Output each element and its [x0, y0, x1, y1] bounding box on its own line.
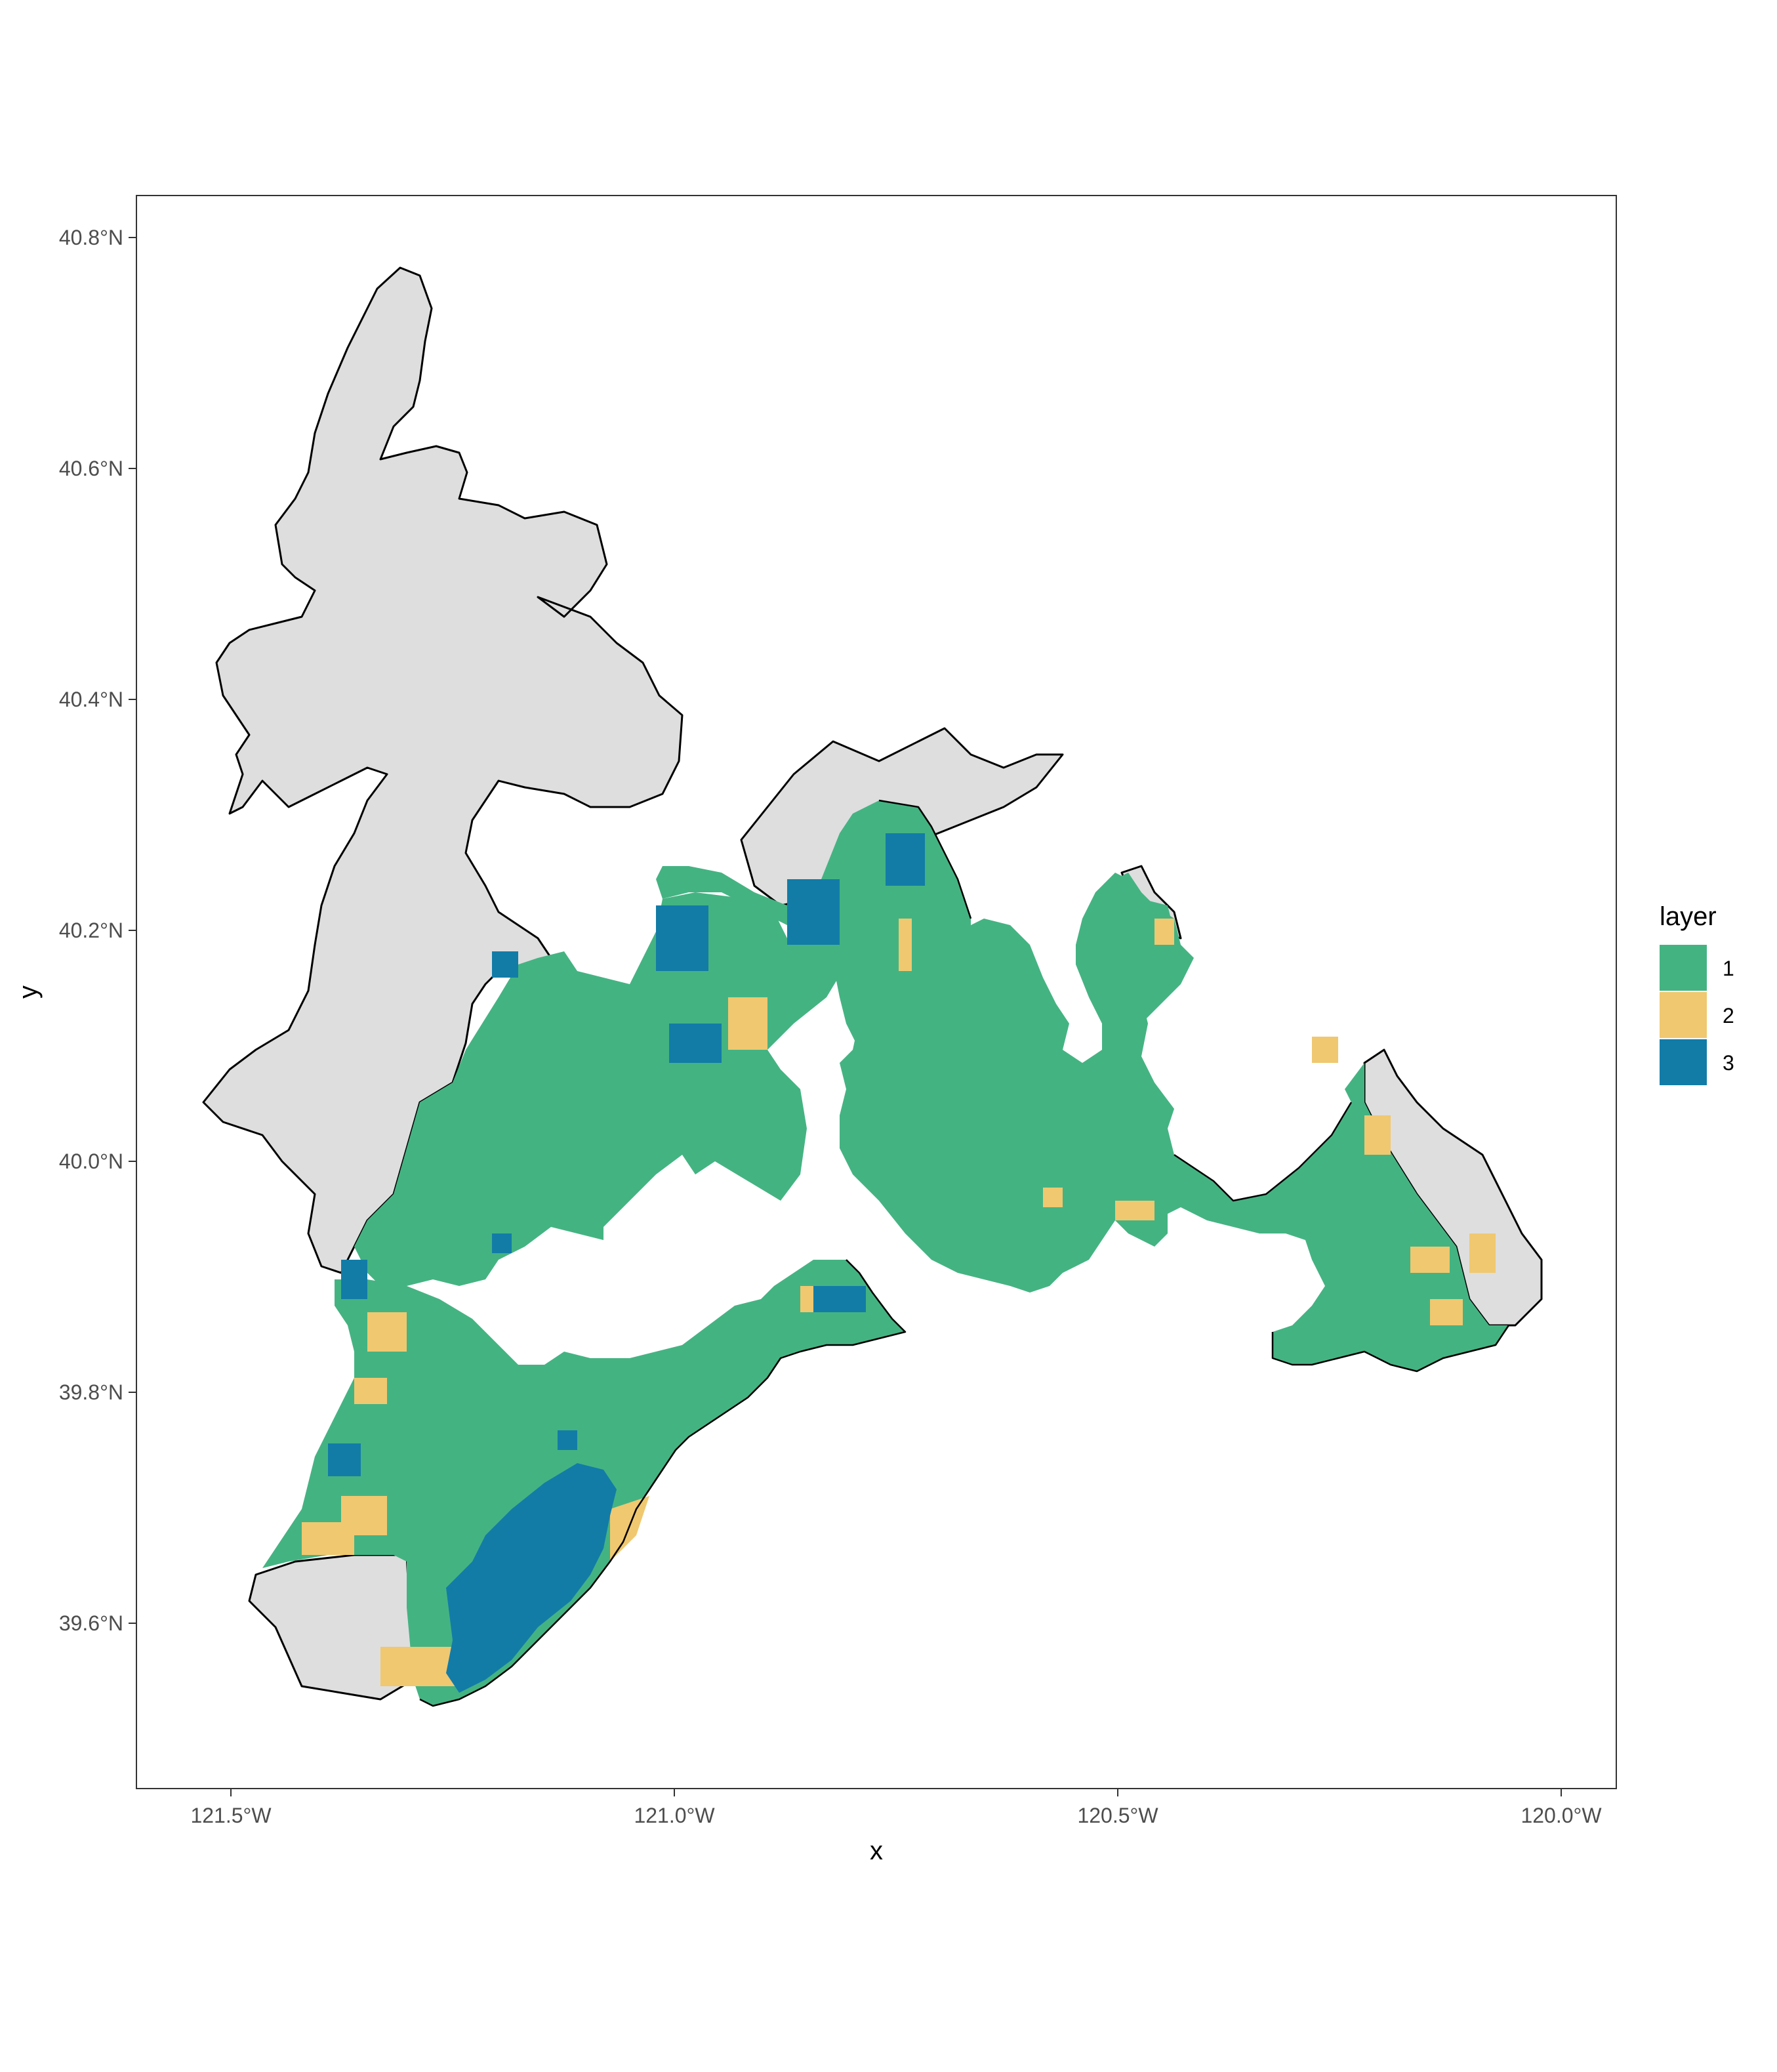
tan-patch — [1115, 1201, 1154, 1220]
blue-patch — [886, 833, 925, 886]
blue-patch — [787, 879, 840, 945]
blue-patch — [669, 1024, 722, 1063]
tan-patch — [380, 1647, 459, 1686]
tan-patch — [367, 1312, 407, 1352]
blue-patch — [492, 1233, 512, 1253]
central-east-green — [840, 873, 1509, 1371]
layer-3-fill — [328, 833, 925, 1693]
x-tick-labels: 121.5°W 121.0°W 120.5°W 120.0°W — [190, 1804, 1602, 1827]
tan-patch — [1043, 1188, 1063, 1207]
tan-patch — [1364, 1115, 1391, 1155]
blue-patch — [328, 1443, 361, 1476]
blue-patch — [813, 1286, 866, 1312]
legend-key-1 — [1660, 945, 1707, 991]
south-outline — [419, 1259, 907, 1707]
tan-patch — [354, 1378, 387, 1404]
y-tick-label: 40.2°N — [59, 919, 123, 942]
legend-label-3: 3 — [1723, 1051, 1734, 1075]
tan-patch — [341, 1496, 387, 1535]
x-tick-label: 120.5°W — [1077, 1804, 1158, 1827]
blue-patch — [492, 951, 518, 978]
map-layer — [202, 266, 1543, 1707]
y-tick-labels: 39.6°N 39.8°N 40.0°N 40.2°N 40.4°N 40.6°… — [59, 226, 123, 1635]
tan-strip — [610, 1496, 649, 1562]
legend-label-2: 2 — [1723, 1004, 1734, 1027]
legend: layer 1 2 3 — [1660, 902, 1734, 1085]
x-tick-label: 120.0°W — [1521, 1804, 1602, 1827]
east-edge-polygon — [1363, 1048, 1543, 1327]
y-tick-label: 40.6°N — [59, 457, 123, 480]
tan-patch — [728, 997, 767, 1050]
north-west-green — [354, 892, 846, 1286]
x-axis-title: x — [870, 1836, 883, 1865]
tan-patch — [1430, 1299, 1463, 1325]
east-outline — [1271, 1325, 1510, 1373]
tan-patch — [1154, 919, 1174, 945]
blue-patch — [558, 1430, 577, 1450]
y-tick-label: 40.4°N — [59, 688, 123, 711]
tan-patch — [899, 919, 912, 971]
ne-lobe-green — [1082, 873, 1194, 1030]
y-axis-title: y — [14, 985, 43, 999]
legend-title: layer — [1660, 902, 1717, 931]
tan-patch — [1312, 1037, 1338, 1063]
legend-key-3 — [1660, 1039, 1707, 1085]
blue-cluster-south — [446, 1463, 617, 1693]
blue-patch — [656, 905, 708, 971]
tan-patch — [1410, 1247, 1450, 1273]
region-outlines — [419, 799, 1510, 1707]
x-tick-label: 121.0°W — [634, 1804, 715, 1827]
north-central-outline — [878, 799, 972, 919]
tan-patch — [1469, 1233, 1496, 1273]
central-east-outline — [1174, 1102, 1353, 1202]
y-tick-label: 39.6°N — [59, 1611, 123, 1635]
x-tick-label: 121.5°W — [190, 1804, 272, 1827]
y-tick-label: 39.8°N — [59, 1380, 123, 1404]
y-tick-label: 40.0°N — [59, 1150, 123, 1173]
y-tick-label: 40.8°N — [59, 226, 123, 249]
x-axis-ticks — [230, 1789, 1562, 1796]
blue-patch — [341, 1260, 367, 1299]
legend-key-2 — [1660, 992, 1707, 1038]
y-axis-ticks — [129, 237, 136, 1624]
legend-label-1: 1 — [1723, 957, 1734, 980]
